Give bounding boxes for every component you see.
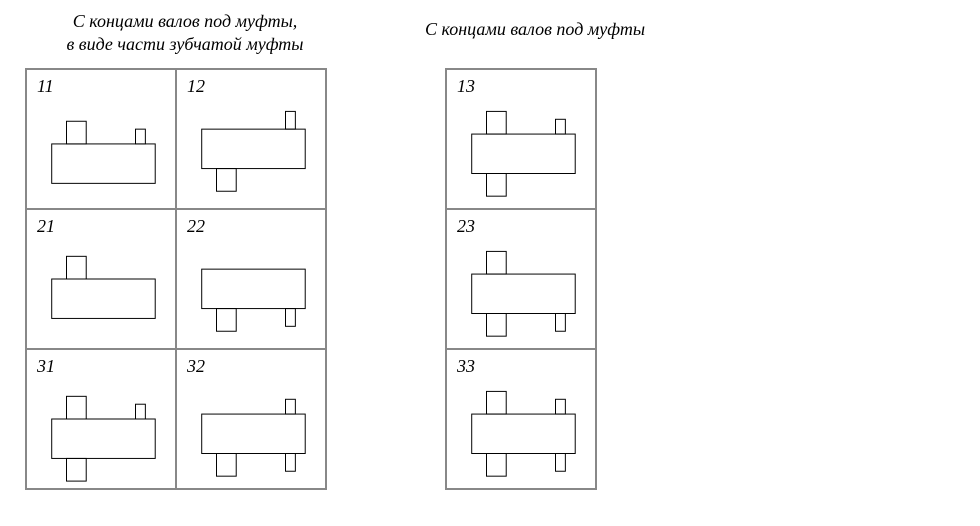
heading-right: С концами валов под муфты (400, 18, 670, 41)
cell-31: 31 (26, 349, 176, 489)
cell-22: 22 (176, 209, 326, 349)
cell-label: 22 (187, 216, 205, 237)
grid-left: 11 12 21 22 31 32 (25, 68, 327, 490)
cell-33: 33 (446, 349, 596, 489)
cell-label: 33 (457, 356, 475, 377)
cell-label: 13 (457, 76, 475, 97)
cell-32: 32 (176, 349, 326, 489)
grid-right: 13 23 33 (445, 68, 597, 490)
cell-label: 12 (187, 76, 205, 97)
cell-label: 23 (457, 216, 475, 237)
cell-13: 13 (446, 69, 596, 209)
cell-12: 12 (176, 69, 326, 209)
cell-label: 21 (37, 216, 55, 237)
cell-label: 32 (187, 356, 205, 377)
cell-23: 23 (446, 209, 596, 349)
cell-label: 11 (37, 76, 54, 97)
cell-label: 31 (37, 356, 55, 377)
cell-11: 11 (26, 69, 176, 209)
cell-21: 21 (26, 209, 176, 349)
heading-left: С концами валов под муфты, в виде части … (50, 10, 320, 57)
